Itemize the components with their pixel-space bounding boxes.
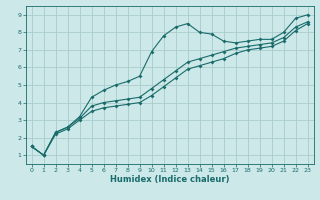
X-axis label: Humidex (Indice chaleur): Humidex (Indice chaleur) (110, 175, 229, 184)
